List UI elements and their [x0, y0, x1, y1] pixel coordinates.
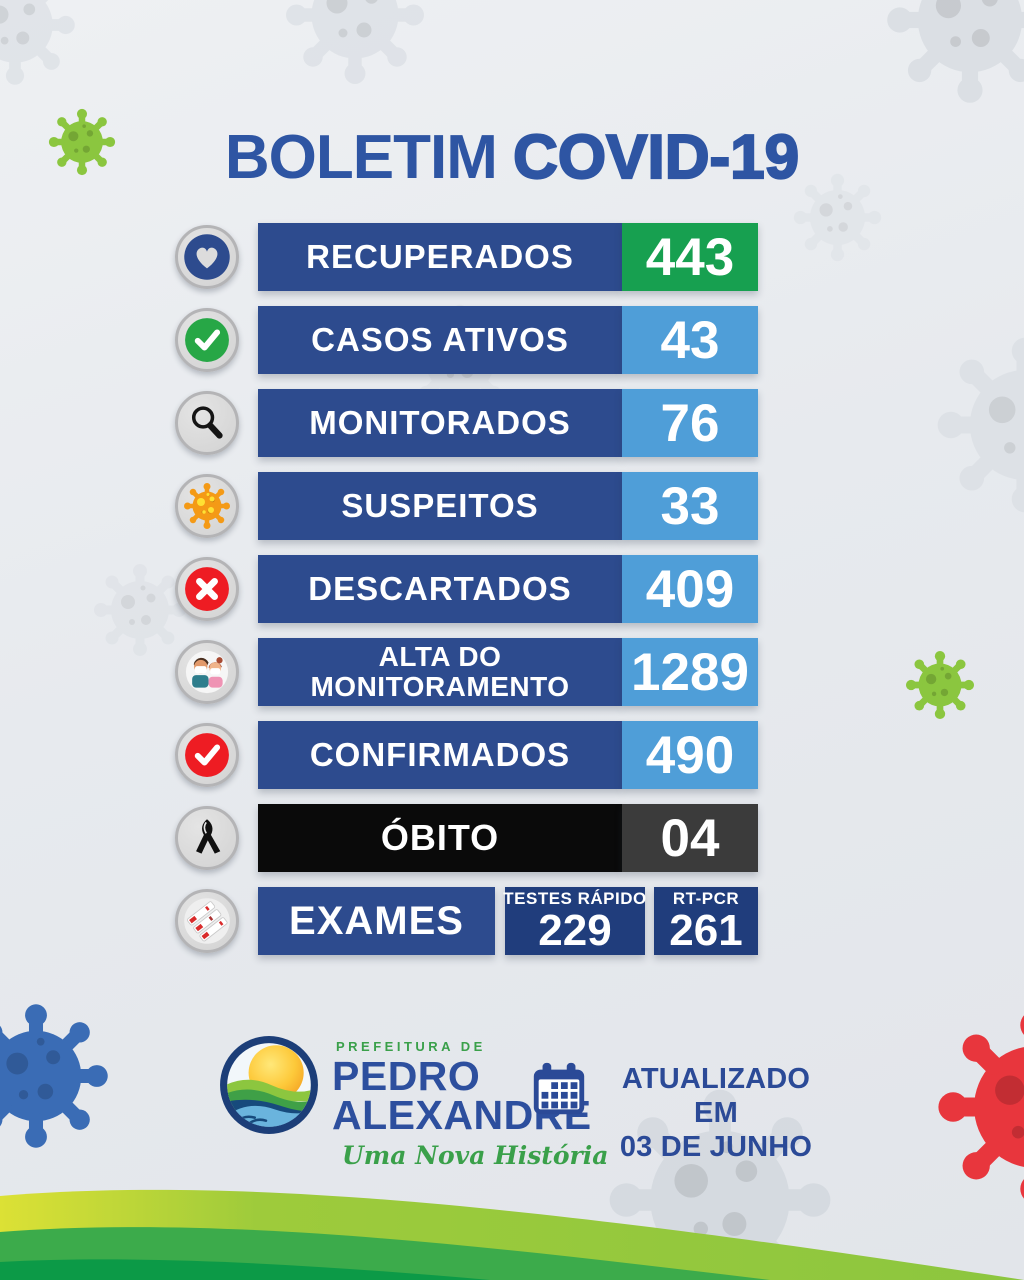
bg-virus-pattern-icon: [0, 0, 80, 90]
magnifier-icon: [175, 391, 239, 455]
bg-virus-pattern-icon: [280, 0, 430, 90]
rapid-tests-title: TESTES RÁPIDO: [503, 888, 647, 908]
stat-value: 43: [622, 306, 758, 374]
stat-label: RECUPERADOS: [258, 223, 622, 291]
stat-row-exames: EXAMES TESTES RÁPIDO 229 RT-PCR 261: [175, 887, 855, 955]
bg-virus-pattern-icon: [880, 0, 1024, 110]
stat-value: 443: [622, 223, 758, 291]
city-name-line1: PEDRO: [332, 1053, 481, 1099]
exams-label: EXAMES: [258, 887, 495, 955]
x-red-icon: [175, 557, 239, 621]
stat-label: ÓBITO: [258, 804, 622, 872]
green-swoosh: [0, 1189, 1024, 1280]
stat-value: 04: [622, 804, 758, 872]
green-virus-icon: [903, 648, 977, 722]
check-red-icon: [175, 723, 239, 787]
slogan: Uma Nova História: [342, 1140, 609, 1170]
stats-list: RECUPERADOS 443 CASOS ATIVOS 43 MONITORA…: [175, 223, 855, 970]
test-strips-icon: [175, 889, 239, 953]
stat-row-casos-ativos: CASOS ATIVOS 43: [175, 306, 855, 374]
stat-label: CONFIRMADOS: [258, 721, 622, 789]
title-normal: BOLETIM: [224, 123, 498, 192]
title-bold: COVID-19: [512, 122, 800, 193]
stat-label: ALTA DO MONITORAMENTO: [258, 638, 622, 706]
masked-people-icon: [175, 640, 239, 704]
stat-label: SUSPEITOS: [258, 472, 622, 540]
rapid-tests-value: 229: [538, 905, 612, 955]
stat-row-recuperados: RECUPERADOS 443: [175, 223, 855, 291]
stat-value: 76: [622, 389, 758, 457]
stat-row-obito: ÓBITO 04: [175, 804, 855, 872]
updated-line2: 03 DE JUNHO: [619, 1131, 813, 1164]
stat-value: 490: [622, 721, 758, 789]
rtpcr-title: RT-PCR: [672, 888, 740, 908]
updated-line1: ATUALIZADO EM: [621, 1063, 811, 1130]
stat-row-descartados: DESCARTADOS 409: [175, 555, 855, 623]
page-title: BOLETIM COVID-19: [0, 122, 1024, 193]
virus-orange-icon: [175, 474, 239, 538]
mourning-ribbon-icon: [175, 806, 239, 870]
stat-row-monitorados: MONITORADOS 76: [175, 389, 855, 457]
rtpcr-box: RT-PCR 261: [654, 887, 758, 955]
updated-at: ATUALIZADO EM 03 DE JUNHO: [600, 1062, 832, 1165]
heart-icon: [175, 225, 239, 289]
prefeitura-label: PREFEITURA DE: [336, 1039, 486, 1054]
stat-value: 409: [622, 555, 758, 623]
rtpcr-value: 261: [669, 905, 743, 955]
prefecture-logo: [220, 1036, 318, 1134]
stat-value: 33: [622, 472, 758, 540]
stat-label: DESCARTADOS: [258, 555, 622, 623]
stat-row-suspeitos: SUSPEITOS 33: [175, 472, 855, 540]
rapid-tests-box: TESTES RÁPIDO 229: [503, 887, 647, 955]
calendar-icon: [533, 1062, 585, 1115]
stat-label: MONITORADOS: [258, 389, 622, 457]
bg-virus-pattern-icon: [930, 330, 1024, 520]
stat-value: 1289: [622, 638, 758, 706]
stat-row-alta-monitoramento: ALTA DO MONITORAMENTO 1289: [175, 638, 855, 706]
stat-label: CASOS ATIVOS: [258, 306, 622, 374]
check-green-icon: [175, 308, 239, 372]
stat-row-confirmados: CONFIRMADOS 490: [175, 721, 855, 789]
blue-virus-icon: [0, 998, 114, 1154]
